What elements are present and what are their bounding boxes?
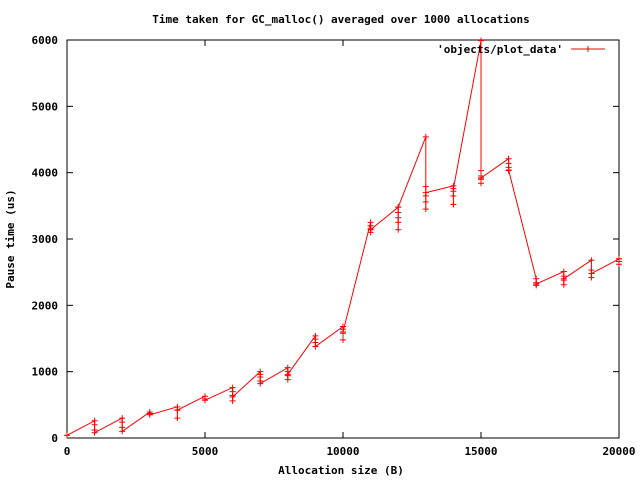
x-tick-label: 10000 [326,445,359,458]
y-tick-label: 3000 [32,233,59,246]
data-point-marker [616,261,622,268]
y-axis-label: Pause time (us) [4,189,17,288]
data-point-marker [478,37,484,44]
data-point-marker [588,257,595,264]
data-point-marker [119,419,126,426]
x-axis-label: Allocation size (B) [278,464,404,477]
x-tick-label: 20000 [602,445,635,458]
y-tick-label: 2000 [32,299,59,312]
data-series [64,37,622,439]
x-tick-label: 5000 [192,445,219,458]
data-point-marker [312,343,319,350]
data-point-marker [91,421,98,428]
x-tick-label: 15000 [464,445,497,458]
data-point-marker [64,432,70,439]
x-axis: 0 5000 10000 15000 20000 [64,40,636,458]
data-point-marker [450,201,457,208]
legend-marker [585,46,591,52]
data-point-marker [478,167,484,174]
data-point-marker [340,336,346,343]
data-point-marker [422,198,429,205]
data-point-marker [422,206,429,213]
data-point-marker [422,183,429,190]
data-point-marker [422,133,429,140]
data-point-marker [284,371,291,378]
data-point-marker [119,428,126,435]
data-point-marker [450,185,457,192]
data-point-marker [533,281,540,288]
data-point-marker [340,328,346,335]
x-tick-label: 0 [64,445,71,458]
chart-title: Time taken for GC_malloc() averaged over… [152,13,530,26]
data-point-marker [257,380,264,387]
data-point-marker [478,180,484,187]
plot-area-border [66,39,620,439]
data-point-marker [174,415,181,422]
y-tick-label: 5000 [32,100,59,113]
data-point-marker [560,275,567,282]
data-point-marker [229,393,236,400]
data-point-marker [478,174,484,181]
data-point-marker [174,407,181,414]
legend: 'objects/plot_data' [437,43,605,56]
data-point-marker [395,204,402,211]
series-line [66,40,620,436]
data-point-marker [202,397,208,404]
data-point-marker [367,226,374,233]
data-point-marker [395,209,402,216]
y-tick-label: 4000 [32,167,59,180]
data-point-marker [422,189,429,196]
data-point-marker [560,281,567,288]
data-point-marker [588,270,595,277]
y-tick-label: 6000 [32,34,59,47]
data-point-marker [450,192,457,199]
data-point-marker [395,219,402,226]
data-point-marker [505,167,512,174]
data-point-marker [91,429,98,436]
data-point-marker [395,226,402,233]
y-axis: 0 1000 2000 3000 4000 5000 6000 [32,34,619,445]
data-point-marker [616,255,622,262]
data-point-marker [284,376,291,383]
data-point-marker [146,411,153,418]
y-tick-label: 0 [51,432,58,445]
y-tick-label: 1000 [32,366,59,379]
legend-label: 'objects/plot_data' [437,43,563,56]
